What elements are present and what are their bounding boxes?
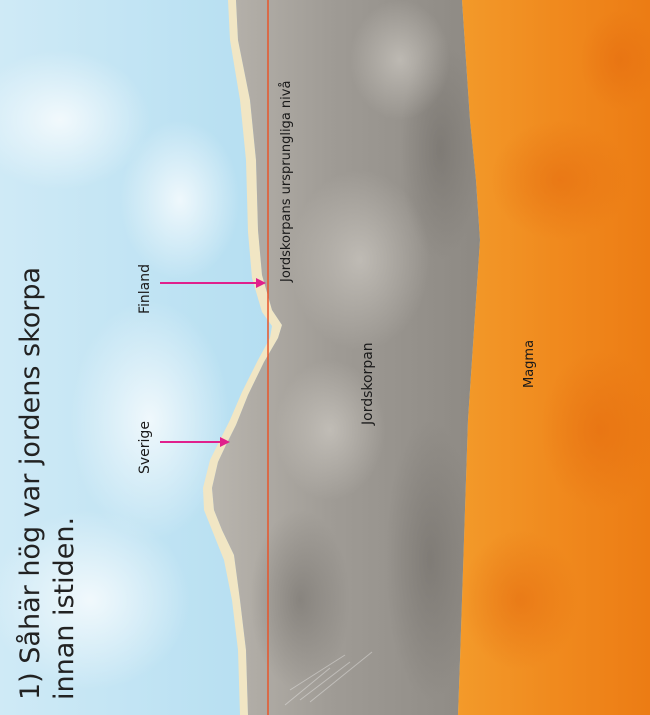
title-line-1: 1) Såhär hög var jordens skorpa <box>15 266 46 700</box>
label-original-level: Jordskorpans ursprungliga nivå <box>279 80 294 282</box>
label-finland: Finland <box>137 263 153 314</box>
label-sverige: Sverige <box>137 421 153 474</box>
title-line-2: innan istiden. <box>49 516 80 700</box>
coast-highlight <box>203 0 282 715</box>
diagram-title: 1) Såhär hög var jordens skorpa innan is… <box>14 267 82 700</box>
label-crust: Jordskorpan <box>360 342 376 425</box>
label-magma: Magma <box>522 339 537 388</box>
